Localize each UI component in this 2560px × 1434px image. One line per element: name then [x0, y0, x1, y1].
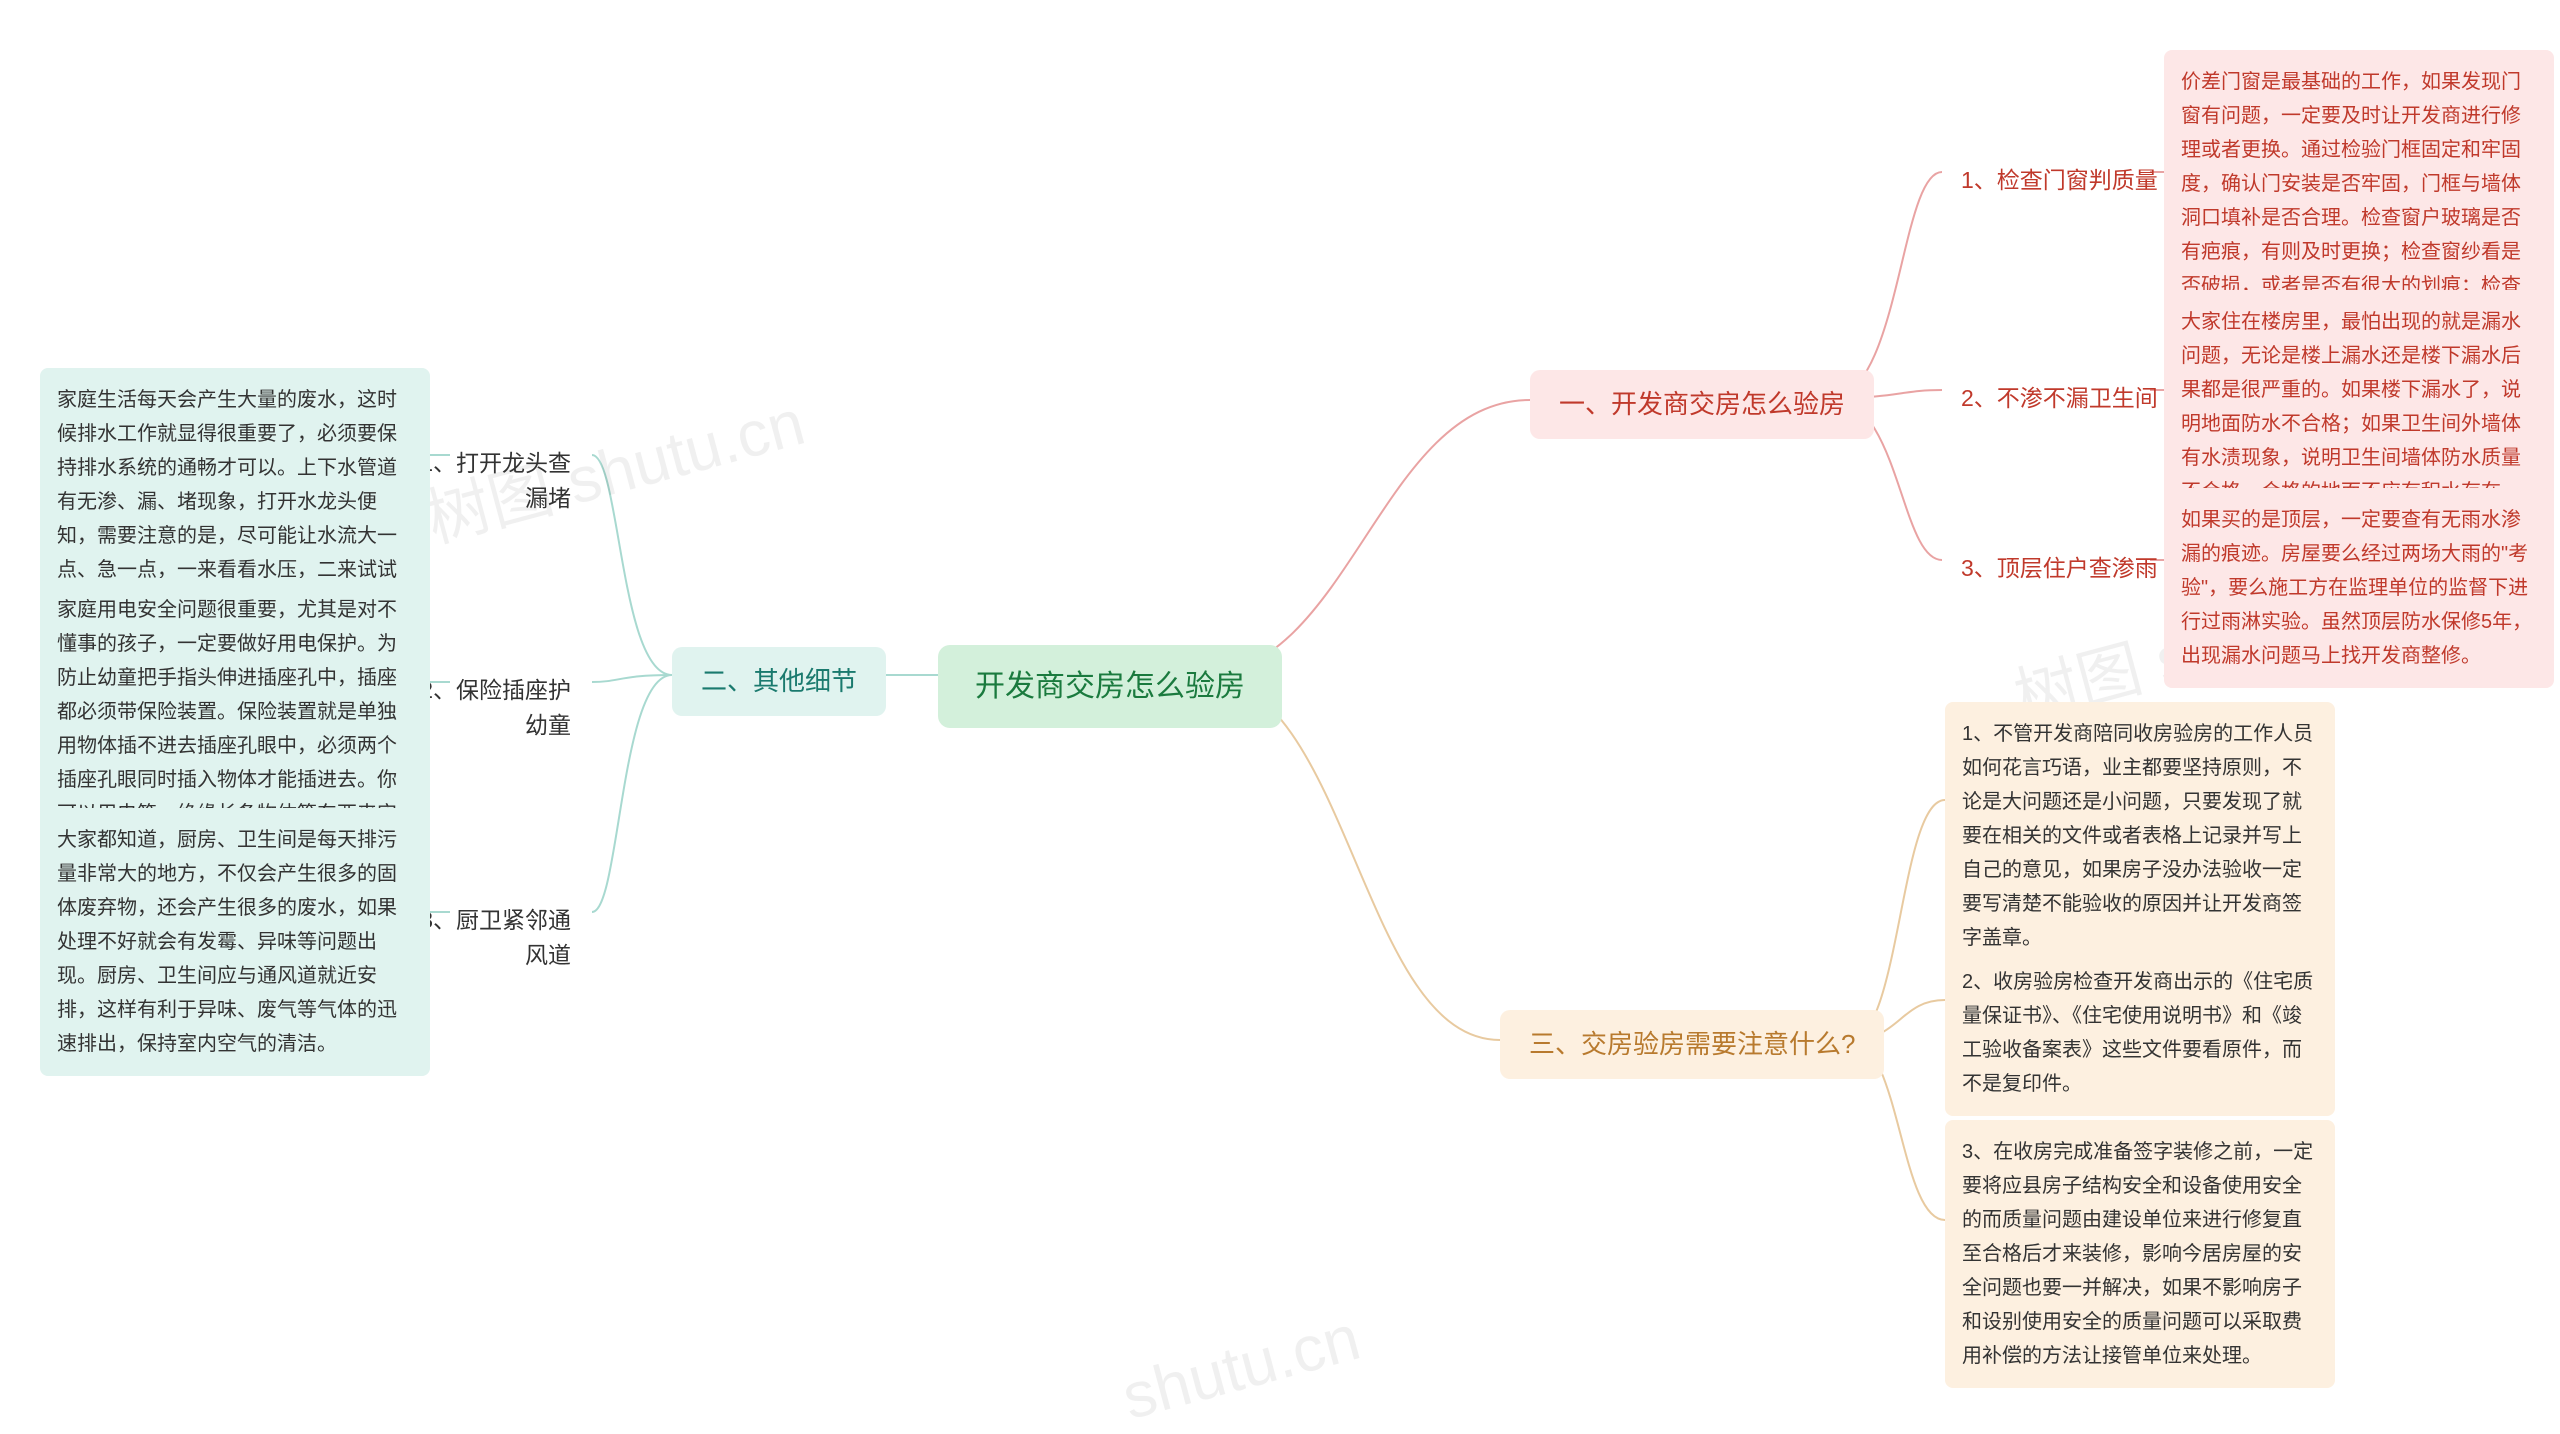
- branch-3-detail-3: 3、在收房完成准备签字装修之前，一定要将应县房子结构安全和设备使用安全的而质量问…: [1945, 1120, 2335, 1388]
- watermark: shutu.cn: [1115, 1300, 1368, 1434]
- branch-1-sub-2: 2、不渗不漏卫生间: [1942, 370, 2177, 427]
- branch-2: 二、其他细节: [672, 647, 886, 716]
- branch-3-detail-2: 2、收房验房检查开发商出示的《住宅质量保证书》、《住宅使用说明书》和《竣工验收备…: [1945, 950, 2335, 1116]
- branch-1-sub-3: 3、顶层住户查渗雨: [1942, 540, 2177, 597]
- center-node: 开发商交房怎么验房: [938, 645, 1282, 728]
- branch-1-sub-1: 1、检查门窗判质量: [1942, 152, 2177, 209]
- branch-2-sub-3-detail: 大家都知道，厨房、卫生间是每天排污量非常大的地方，不仅会产生很多的固体废弃物，还…: [40, 808, 430, 1076]
- branch-3: 三、交房验房需要注意什么?: [1500, 1010, 1884, 1079]
- branch-1-sub-3-detail: 如果买的是顶层，一定要查有无雨水渗漏的痕迹。房屋要么经过两场大雨的"考验"，要么…: [2164, 488, 2554, 688]
- branch-1: 一、开发商交房怎么验房: [1530, 370, 1874, 439]
- branch-3-detail-1: 1、不管开发商陪同收房验房的工作人员如何花言巧语，业主都要坚持原则，不论是大问题…: [1945, 702, 2335, 970]
